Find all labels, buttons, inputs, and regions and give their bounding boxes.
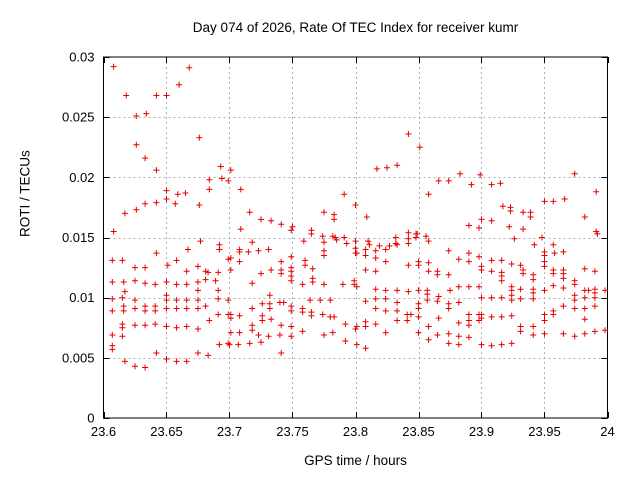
x-tick-label: 23.75	[276, 424, 309, 439]
chart-title: Day 074 of 2026, Rate Of TEC Index for r…	[192, 20, 519, 35]
y-tick-label: 0.005	[62, 350, 95, 365]
x-tick-label: 23.6	[91, 424, 116, 439]
x-tick-label: 23.65	[150, 424, 183, 439]
gridlines	[103, 57, 608, 418]
x-tick-label: 23.7	[217, 424, 242, 439]
scatter-points	[109, 63, 608, 371]
y-tick-label: 0.03	[69, 50, 94, 65]
x-tick-label: 23.85	[402, 424, 435, 439]
x-axis-label: GPS time / hours	[304, 453, 407, 468]
y-tick-label: 0.01	[69, 290, 94, 305]
y-tick-labels: 0 0.005 0.01 0.015 0.02 0.025 0.03	[62, 50, 95, 426]
x-tick-labels: 23.6 23.65 23.7 23.75 23.8 23.85 23.9 23.95 24	[91, 424, 615, 439]
y-tick-label: 0.025	[62, 110, 95, 125]
y-tick-label: 0.02	[69, 170, 94, 185]
axes-border	[103, 56, 609, 419]
y-tick-label: 0.015	[62, 230, 95, 245]
x-tick-label: 23.95	[528, 424, 561, 439]
y-tick-label: 0	[87, 411, 94, 426]
x-tick-label: 23.9	[469, 424, 494, 439]
x-tick-label: 24	[600, 424, 614, 439]
x-tick-label: 23.8	[343, 424, 368, 439]
